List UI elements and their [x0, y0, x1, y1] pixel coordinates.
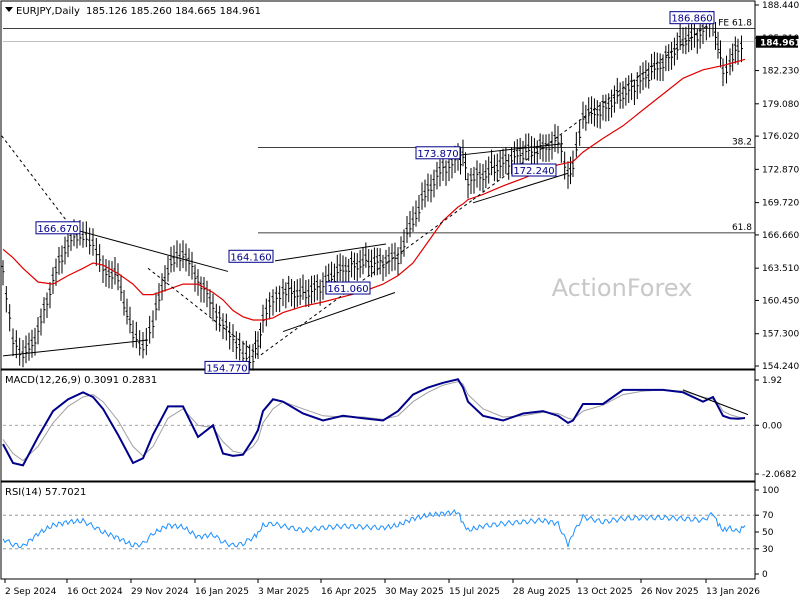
price-layer: FE 61.8 38.2 61.8 166.670 154.770 164.160 161.… [0, 10, 755, 374]
symbol-label: EURJPY,Daily [16, 6, 80, 17]
macd-axis-label: 0.00 [762, 421, 782, 431]
time-axis-label: 16 Apr 2025 [321, 587, 377, 597]
price-axis-label: 182.230 [762, 67, 799, 77]
fib-level-label: 38.2 [732, 137, 752, 147]
trendline-dashed [260, 199, 474, 356]
price-annotation-label: 161.060 [327, 284, 368, 295]
price-annotation-box [35, 221, 81, 235]
price-axis-label: 163.510 [762, 264, 799, 274]
price-axis-label: 179.080 [762, 100, 799, 110]
time-axis-label: 15 Jul 2025 [449, 587, 500, 597]
rsi-axis-label: 100 [762, 486, 779, 496]
price-annotation-label: 172.240 [513, 166, 554, 177]
trendline-lower-triangle [2, 339, 149, 357]
trendline-upper-triangle [72, 228, 229, 272]
last-price-tag-label: 184.961 [760, 39, 800, 49]
dropdown-triangle-icon[interactable] [5, 7, 13, 12]
price-axis-label: 169.720 [762, 199, 799, 209]
price-panel-frame [0, 0, 756, 370]
channel-lower-line [282, 292, 396, 333]
macd-layer [2, 378, 755, 467]
time-axis-label: 2 Sep 2024 [5, 587, 57, 597]
time-axis-label: 29 Nov 2024 [131, 587, 189, 597]
price-annotation-label: 166.670 [37, 224, 78, 235]
rsi-line [2, 509, 746, 549]
rsi-axis-label: 0 [762, 570, 768, 580]
price-annotation-label: 173.870 [417, 149, 458, 160]
price-axis-label: 188.440 [762, 1, 799, 11]
price-annotation-box [228, 249, 274, 263]
price-annotation-box [204, 360, 250, 374]
rsi-axis-label: 70 [762, 511, 774, 521]
price-annotation-box [325, 281, 371, 295]
last-price-tag [756, 35, 798, 48]
time-axis-label: 26 Nov 2025 [641, 587, 699, 597]
time-axis-label: 16 Jan 2025 [195, 587, 249, 597]
time-axis-label: 30 May 2025 [385, 587, 444, 597]
time-axis-label: 3 Mar 2025 [258, 587, 309, 597]
fib-level-label: FE 61.8 [718, 19, 752, 29]
rsi-panel-frame [0, 481, 756, 580]
macd-axis-label: -2.0682 [762, 470, 797, 480]
price-axis-label: 172.870 [762, 165, 799, 175]
macd-trendline [682, 389, 749, 416]
price-annotation-label: 186.860 [671, 14, 712, 25]
price-annotation-box [415, 146, 461, 160]
watermark: ActionForex [552, 274, 693, 302]
trendline-dashed [0, 132, 74, 230]
rsi-layer [2, 509, 755, 550]
fib-level-label: 61.8 [732, 223, 752, 233]
flag-lower-line [472, 172, 569, 204]
macd-line [2, 378, 746, 467]
trendline-dashed [147, 267, 259, 356]
price-axis-label: 160.450 [762, 296, 799, 306]
price-annotation-label: 164.160 [230, 252, 271, 263]
axis-layer: 188.440185.310182.230179.080176.020172.8… [4, 1, 800, 597]
price-axis-label: 176.020 [762, 132, 799, 142]
time-axis-label: 13 Oct 2025 [577, 587, 633, 597]
macd-header: MACD(12,26,9) 0.3091 0.2831 [5, 375, 157, 386]
flag-upper-line [457, 143, 564, 156]
price-annotation-box [511, 163, 557, 177]
price-axis-label: 166.660 [762, 231, 799, 241]
price-annotation-box [669, 11, 715, 25]
ohlc-label: 185.126 185.260 184.665 184.961 [86, 6, 261, 17]
price-annotation-label: 154.770 [206, 363, 247, 374]
macd-signal-line [2, 381, 746, 462]
macd-axis-label: 1.92 [762, 376, 782, 386]
time-axis-label: 28 Aug 2025 [513, 587, 571, 597]
rsi-axis-label: 50 [762, 528, 774, 538]
channel-upper-line [274, 243, 387, 262]
time-axis-label: 13 Jan 2026 [706, 587, 760, 597]
rsi-axis-label: 30 [762, 545, 774, 555]
time-axis-label: 16 Oct 2024 [67, 587, 123, 597]
rsi-header: RSI(14) 57.7021 [5, 487, 86, 498]
price-axis-label: 157.300 [762, 330, 799, 340]
price-axis-label: 154.240 [762, 362, 799, 372]
